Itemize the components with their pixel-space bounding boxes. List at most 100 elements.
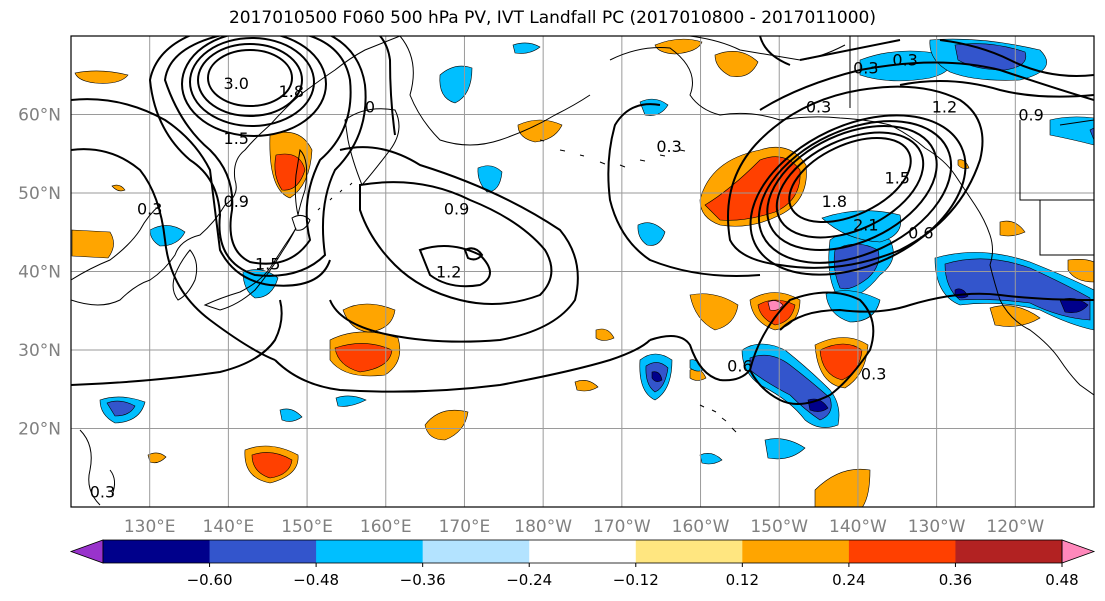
contour-label: 1.5 — [255, 255, 280, 274]
contour-label: 1.2 — [436, 263, 461, 282]
lon-tick-label: 130°W — [908, 517, 966, 537]
colorbar-outline — [102, 539, 1063, 564]
anomaly-patch — [1049, 116, 1094, 146]
anomaly-patch — [342, 303, 396, 333]
contour-line — [163, 36, 352, 265]
colorbar-tick-label: −0.12 — [613, 571, 659, 589]
colorbar-tick-label: −0.36 — [400, 571, 446, 589]
contour-line — [418, 245, 491, 288]
map-title: 2017010500 F060 500 hPa PV, IVT Landfall… — [228, 8, 876, 28]
lon-tick-label: 140°E — [203, 517, 255, 537]
contour-label: 0 — [365, 98, 375, 117]
anomaly-patch — [957, 159, 970, 169]
anomaly-patch — [424, 409, 469, 441]
contour-label: 0.3 — [90, 482, 115, 501]
contour-line — [71, 299, 283, 386]
contour-label: 1.5 — [224, 129, 249, 148]
lon-tick-label: 180°W — [514, 517, 572, 537]
contour-line — [148, 36, 367, 277]
contour-label: 0.3 — [853, 58, 878, 77]
colorbar-segment — [955, 540, 1063, 563]
border-line — [1059, 119, 1094, 126]
lon-tick-label: 160°E — [360, 517, 412, 537]
contour-line — [779, 292, 1094, 331]
anomaly-patch — [574, 380, 599, 392]
contour-label: 0.3 — [861, 365, 886, 384]
lat-tick-label: 50°N — [18, 184, 61, 204]
colorbar-tick-label: −0.48 — [293, 571, 339, 589]
border-line — [1039, 200, 1094, 256]
hawaii-islands — [699, 404, 737, 433]
lat-tick-label: 20°N — [18, 420, 61, 440]
anomaly-patch — [699, 453, 723, 465]
contour-line — [766, 125, 938, 251]
contour-label: 1.8 — [279, 82, 304, 101]
lat-tick-label: 40°N — [18, 263, 61, 283]
anomaly-patch — [651, 371, 663, 382]
kuril-islands — [317, 182, 353, 211]
anomaly-patch — [637, 222, 666, 246]
anomaly-patch — [335, 395, 367, 407]
anomaly-patch — [944, 258, 1091, 321]
colorbar-segment — [422, 540, 530, 563]
contour-line — [788, 137, 912, 223]
colorbar-tick-label: 0.12 — [726, 571, 759, 589]
korea-coastline — [172, 249, 198, 301]
contour-label: 0.3 — [656, 137, 681, 156]
colorbar-tick-label: 0.48 — [1045, 571, 1078, 589]
colorbar-segment — [529, 540, 637, 563]
axis-labels: 60°N 50°N 40°N 30°N 20°N 130°E 140°E 150°E 160°E… — [18, 106, 1044, 538]
colorbar-tick-label: −0.60 — [187, 571, 233, 589]
anomaly-patch — [74, 70, 129, 84]
contour-line — [759, 61, 1094, 111]
contour-line — [463, 247, 484, 261]
contour-line — [799, 39, 1094, 77]
contour-line — [757, 120, 953, 264]
lon-tick-label: 150°W — [750, 517, 808, 537]
anomaly-patch — [512, 42, 541, 54]
coastlines — [71, 36, 1094, 506]
pv-contours — [71, 36, 1094, 405]
contour-label: 1.8 — [822, 192, 847, 211]
lat-tick-label: 30°N — [18, 341, 61, 361]
anomaly-patch — [71, 229, 114, 259]
contour-line — [899, 80, 1094, 98]
anomaly-patch — [1067, 259, 1094, 283]
sakhalin-coastline — [294, 148, 308, 216]
contour-line — [71, 148, 276, 361]
anomaly-patch — [1059, 298, 1089, 313]
ivt-shading — [71, 38, 1094, 507]
contour-line — [71, 98, 331, 287]
anomaly-patch — [999, 220, 1026, 237]
lon-tick-label: 160°W — [672, 517, 730, 537]
colorbar-tick-label: 0.24 — [832, 571, 865, 589]
contour-label: 1.2 — [932, 98, 957, 117]
contour-line — [197, 43, 303, 117]
aleutian-islands — [539, 139, 686, 168]
contour-line — [189, 37, 315, 127]
contour-label: 0.9 — [444, 200, 469, 219]
contour-label: 0.3 — [137, 200, 162, 219]
hokkaido-coastline — [291, 214, 311, 231]
positive-anomaly-areas — [71, 38, 1094, 507]
anomaly-patch — [111, 184, 126, 192]
contour-line — [274, 339, 651, 393]
anomaly-patch — [334, 343, 393, 373]
colorbar-extend-min — [69, 539, 104, 564]
anomaly-patch — [764, 438, 806, 460]
colorbar-tick-label: 0.36 — [939, 571, 972, 589]
contour-line — [748, 291, 875, 405]
contour-line — [379, 36, 396, 136]
border-line — [1019, 120, 1094, 201]
contour-label: 3.0 — [224, 74, 249, 93]
anomaly-patch — [477, 165, 503, 193]
lon-tick-label: 140°W — [829, 517, 887, 537]
colorbar-segment — [209, 540, 317, 563]
anomaly-patch — [106, 400, 136, 417]
anomaly-patch — [517, 119, 563, 143]
contour-label: 0.6 — [908, 223, 933, 242]
contour-line — [607, 103, 761, 277]
map-gridlines — [71, 36, 1094, 507]
anomaly-patch — [1089, 127, 1094, 141]
japan-coastline — [203, 227, 297, 311]
